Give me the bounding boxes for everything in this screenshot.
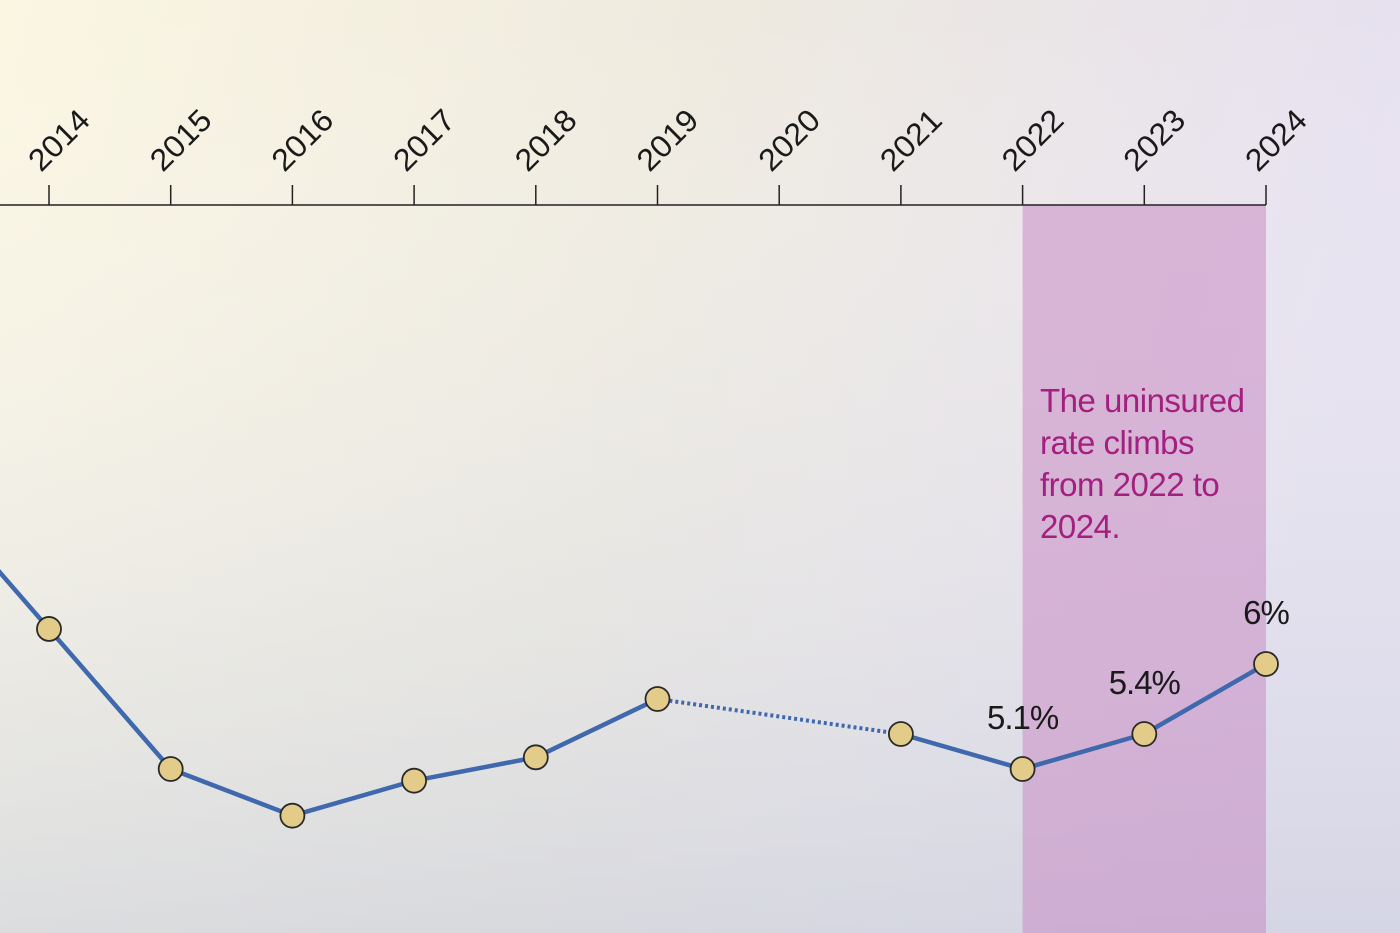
data-point-2014	[36, 616, 62, 642]
dotted-segment	[657, 697, 902, 736]
data-label: 5.4%	[1109, 664, 1181, 701]
highlight-annotation-line: 2024.	[1040, 508, 1120, 545]
line-segment	[411, 755, 539, 783]
data-point-2023	[1131, 721, 1158, 747]
data-point-2015	[157, 756, 184, 782]
data-point-2018	[522, 744, 549, 771]
line-segment	[898, 731, 1025, 772]
data-label: 6%	[1243, 594, 1289, 631]
highlight-band	[1022, 205, 1266, 933]
highlight-annotation-line: The uninsured	[1040, 382, 1244, 419]
line-segment	[1142, 661, 1269, 737]
data-point-2017	[401, 767, 428, 794]
data-point-2019	[644, 686, 671, 712]
line-segment	[1020, 731, 1147, 772]
data-point-2016	[279, 802, 306, 829]
line-segment	[46, 626, 173, 772]
data-point-2021	[888, 721, 914, 747]
data-label: 5.1%	[987, 699, 1059, 736]
data-point-2022	[1009, 756, 1036, 782]
highlight-annotation-line: from 2022 to	[1040, 466, 1219, 503]
line-segment	[0, 569, 52, 632]
line-segment	[290, 778, 417, 818]
line-segment	[168, 766, 295, 818]
line-segment	[533, 696, 660, 760]
highlight-annotation-line: rate climbs	[1040, 424, 1194, 461]
data-point-2024	[1253, 651, 1279, 677]
